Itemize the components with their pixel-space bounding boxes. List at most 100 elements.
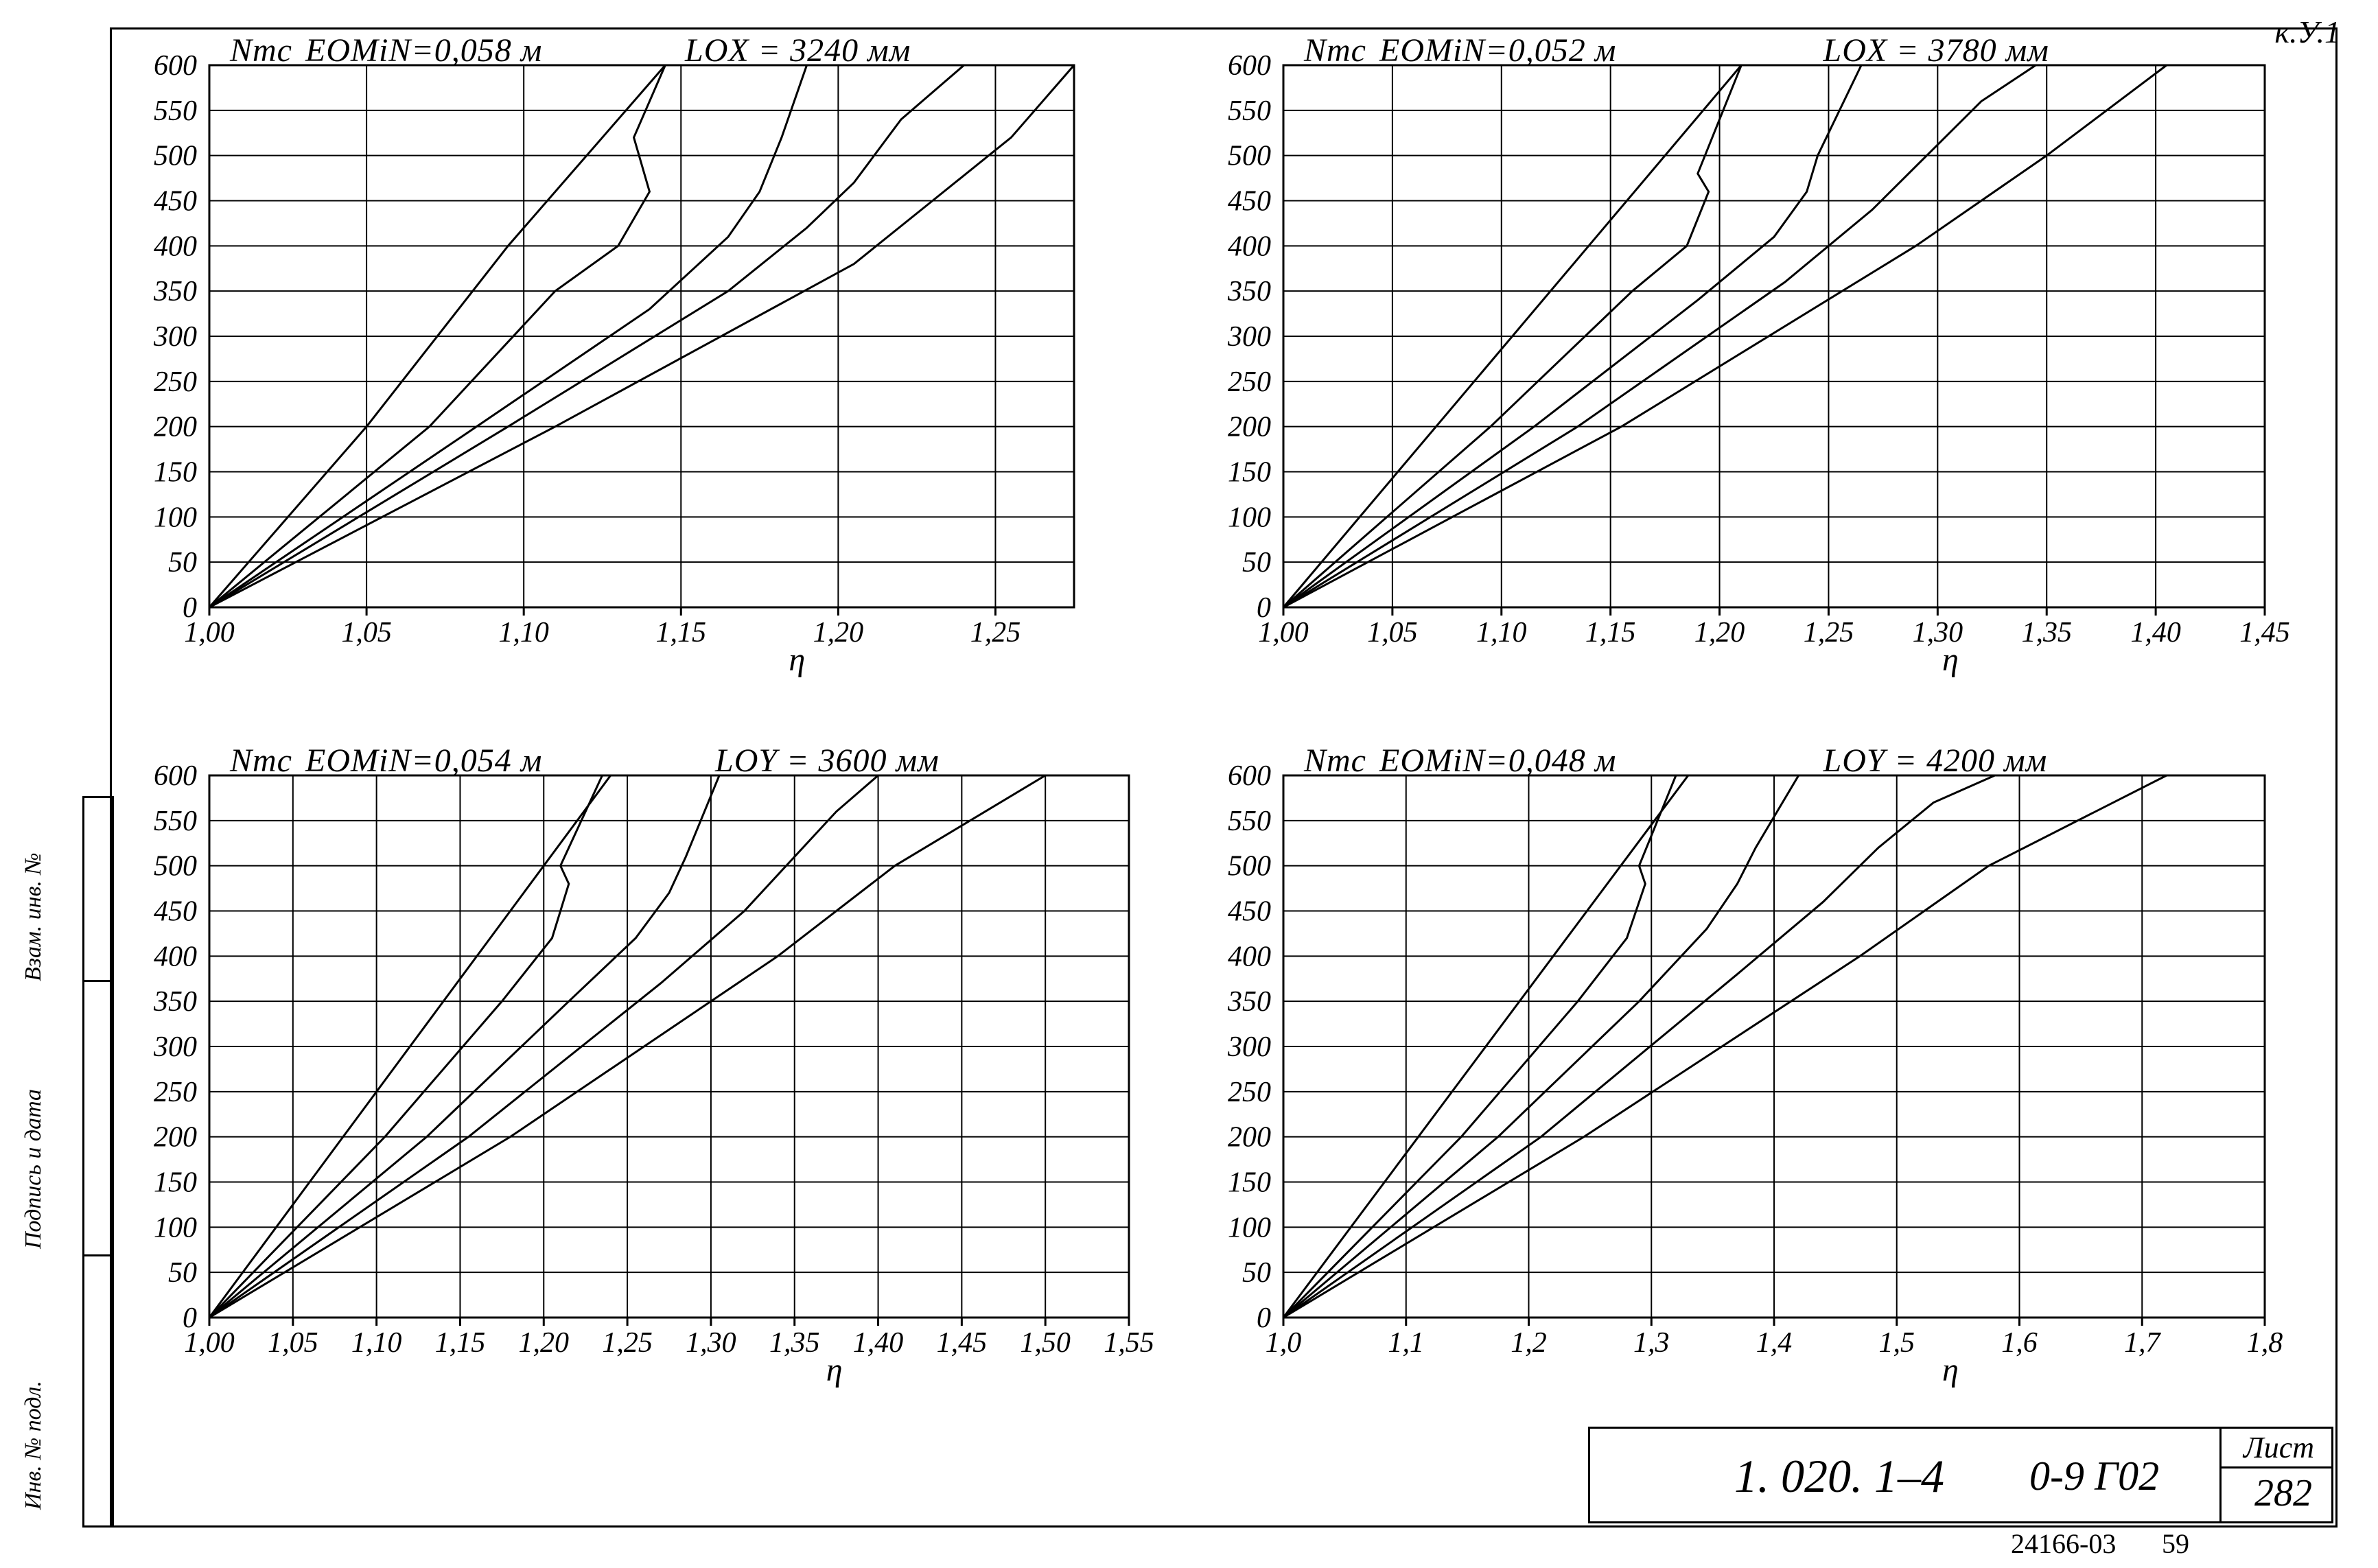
y-tick-label: 600 [1228, 760, 1271, 792]
x-tick-label: 1,0 [1266, 1327, 1302, 1359]
chart-header-eomin: EOMiN=0,048 м [1379, 742, 1616, 779]
y-tick-label: 600 [1228, 50, 1271, 82]
y-tick-label: 150 [154, 1167, 197, 1199]
x-tick-label: 1,45 [937, 1327, 988, 1359]
y-tick-label: 50 [1242, 1257, 1271, 1289]
x-tick-label: 1,25 [1804, 617, 1854, 648]
chart-header-lo: LOY = 4200 мм [1823, 742, 2048, 779]
y-tick-label: 550 [154, 95, 197, 127]
chart-header-lo: LOY = 3600 мм [714, 742, 940, 779]
y-tick-label: 350 [1227, 276, 1271, 307]
footer-num: 59 [2162, 1528, 2189, 1560]
y-tick-label: 600 [154, 760, 197, 792]
y-tick-label: 350 [153, 276, 197, 307]
x-tick-label: 1,40 [853, 1327, 904, 1359]
x-tick-label: 1,25 [602, 1327, 653, 1359]
x-tick-label: 1,2 [1511, 1327, 1547, 1359]
y-tick-label: 500 [1228, 851, 1271, 882]
x-tick-label: 1,15 [435, 1327, 486, 1359]
title-series: 1. 020. 1–4 [1734, 1449, 1944, 1503]
y-tick-label: 250 [154, 1077, 197, 1108]
y-tick-label: 250 [154, 366, 197, 398]
y-tick-label: 300 [153, 1031, 197, 1063]
y-tick-label: 450 [1228, 896, 1271, 928]
x-tick-label: 1,4 [1756, 1327, 1793, 1359]
y-tick-label: 550 [1228, 806, 1271, 837]
y-tick-label: 450 [154, 186, 197, 218]
y-tick-label: 600 [154, 50, 197, 82]
x-tick-label: 1,50 [1020, 1327, 1071, 1359]
sheet-number: 282 [2254, 1471, 2312, 1515]
side-label-3: Взам. инв. № [21, 853, 47, 981]
x-axis-title: η [1942, 642, 1959, 678]
x-tick-label: 1,00 [1258, 617, 1309, 648]
chart-header-eomin: EOMiN=0,054 м [305, 742, 542, 779]
x-tick-label: 1,20 [1694, 617, 1745, 648]
y-tick-label: 400 [1228, 231, 1271, 262]
chart-header-lo: LOX = 3780 мм [1823, 32, 2049, 69]
sheet-label: Лист [2243, 1430, 2314, 1465]
x-tick-label: 1,30 [686, 1327, 736, 1359]
y-tick-label: 350 [153, 986, 197, 1018]
y-tick-label: 200 [1228, 1122, 1271, 1154]
x-axis-title: η [1942, 1352, 1959, 1388]
chart-header-eomin: EOMiN=0,058 м [305, 32, 542, 69]
y-tick-label: 200 [154, 1122, 197, 1154]
y-axis-title: Nтс [229, 742, 292, 779]
y-tick-label: 500 [154, 141, 197, 172]
y-tick-label: 50 [1242, 547, 1271, 578]
y-tick-label: 200 [1228, 412, 1271, 443]
y-axis-title: Nтс [1303, 32, 1366, 69]
x-tick-label: 1,35 [2021, 617, 2072, 648]
x-tick-label: 1,15 [1585, 617, 1636, 648]
y-tick-label: 350 [1227, 986, 1271, 1018]
y-tick-label: 450 [1228, 186, 1271, 218]
x-tick-label: 1,55 [1104, 1327, 1154, 1359]
x-tick-label: 1,10 [498, 617, 549, 648]
y-tick-label: 250 [1228, 366, 1271, 398]
y-tick-label: 300 [1227, 1031, 1271, 1063]
y-tick-label: 550 [154, 806, 197, 837]
x-tick-label: 1,3 [1633, 1327, 1670, 1359]
x-tick-label: 1,00 [184, 1327, 235, 1359]
y-tick-label: 300 [153, 321, 197, 353]
x-tick-label: 1,15 [656, 617, 707, 648]
y-tick-label: 100 [154, 502, 197, 533]
x-axis-title: η [789, 642, 806, 678]
y-tick-label: 400 [1228, 941, 1271, 972]
y-tick-label: 450 [154, 896, 197, 928]
x-axis-title: η [826, 1352, 843, 1388]
side-label-1: Инв. № подл. [21, 1381, 47, 1510]
side-label-2: Подпись и дата [21, 1089, 47, 1249]
x-tick-label: 1,25 [970, 617, 1021, 648]
y-tick-label: 400 [154, 231, 197, 262]
title-block: 1. 020. 1–4 0-9 Г02 Лист 282 [1588, 1427, 2333, 1523]
y-tick-label: 150 [1228, 1167, 1271, 1199]
x-tick-label: 1,6 [2001, 1327, 2038, 1359]
chart-bottom-left: 0501001502002503003504004505005506001,00… [148, 748, 1143, 1386]
chart-top-left: 0501001502002503003504004505005506001,00… [148, 38, 1088, 676]
chart-top-right: 0501001502002503003504004505005506001,00… [1222, 38, 2278, 676]
y-tick-label: 500 [1228, 141, 1271, 172]
x-tick-label: 1,35 [769, 1327, 820, 1359]
y-tick-label: 150 [154, 457, 197, 489]
chart-header-lo: LOX = 3240 мм [684, 32, 911, 69]
x-tick-label: 1,10 [1476, 617, 1527, 648]
x-tick-label: 1,05 [1367, 617, 1418, 648]
title-code: 0-9 Г02 [2029, 1453, 2159, 1500]
chart-bottom-right: 0501001502002503003504004505005506001,01… [1222, 748, 2278, 1386]
x-tick-label: 1,5 [1879, 1327, 1915, 1359]
x-tick-label: 1,20 [813, 617, 864, 648]
y-tick-label: 550 [1228, 95, 1271, 127]
y-tick-label: 100 [1228, 502, 1271, 533]
y-tick-label: 400 [154, 941, 197, 972]
x-tick-label: 1,05 [341, 617, 392, 648]
y-tick-label: 300 [1227, 321, 1271, 353]
x-tick-label: 1,10 [351, 1327, 402, 1359]
y-tick-label: 200 [154, 412, 197, 443]
y-tick-label: 100 [1228, 1212, 1271, 1243]
corner-note-top-right: к.У.1 [2274, 14, 2340, 50]
y-tick-label: 500 [154, 851, 197, 882]
x-tick-label: 1,40 [2130, 617, 2181, 648]
y-tick-label: 150 [1228, 457, 1271, 489]
